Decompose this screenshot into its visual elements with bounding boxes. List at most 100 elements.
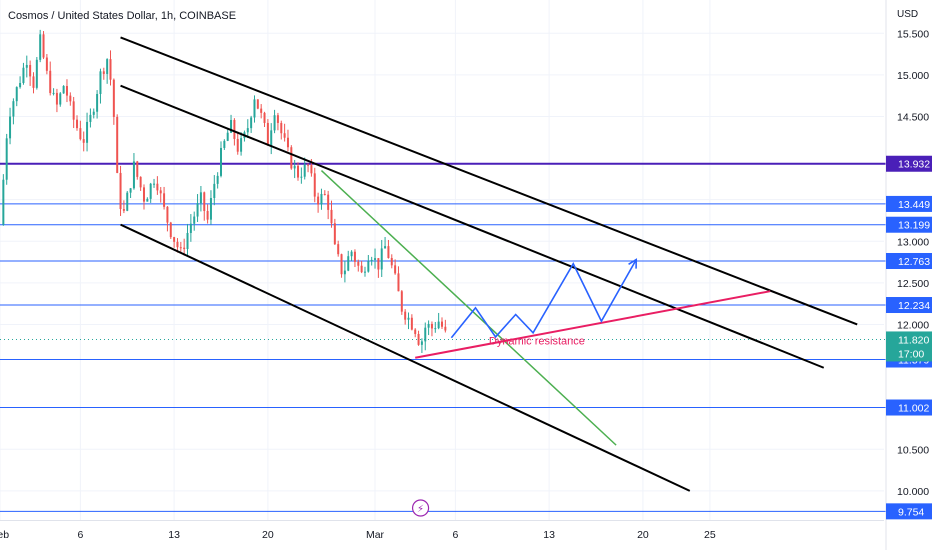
candle-body	[173, 237, 176, 242]
level-badge	[886, 216, 932, 233]
candle-body	[374, 258, 377, 260]
candle-body	[340, 254, 343, 275]
level-badge	[886, 297, 932, 314]
candle-body	[25, 64, 28, 68]
candle-body	[76, 119, 79, 129]
candle-body	[129, 188, 132, 193]
dynamic-resistance-line	[415, 290, 771, 359]
candle-body	[387, 246, 390, 258]
candle-body	[29, 64, 32, 77]
candle-body	[343, 270, 346, 275]
candle-body	[420, 341, 423, 345]
x-tick-label: 25	[704, 529, 716, 541]
candle-body	[169, 222, 172, 238]
candle-body	[49, 70, 52, 94]
candle-body	[273, 115, 276, 131]
current-price-badge	[886, 331, 932, 362]
candle-body	[337, 244, 340, 255]
candle-body	[430, 323, 433, 329]
candle-body	[357, 261, 360, 266]
candle-body	[240, 138, 243, 152]
candle-body	[417, 333, 420, 345]
candle-body	[96, 94, 99, 112]
candle-body	[92, 111, 95, 115]
candle-body	[363, 271, 366, 273]
chart-title: Cosmos / United States Dollar, 1h, COINB…	[8, 10, 237, 22]
candle-body	[347, 256, 350, 271]
candle-body	[159, 190, 162, 194]
candle-body	[116, 116, 119, 173]
x-tick-label: 13	[543, 529, 555, 541]
candle-body	[236, 138, 239, 152]
candle-body	[327, 194, 330, 210]
y-tick-label: 10.000	[897, 486, 929, 498]
channel-line	[120, 36, 858, 326]
level-badge	[886, 155, 932, 172]
candles	[2, 29, 447, 353]
candle-body	[106, 59, 109, 74]
candle-body	[260, 108, 263, 113]
drawings: Dynamic resistancetarget1	[120, 36, 932, 492]
level-badge-label: 13.199	[898, 220, 930, 232]
candle-body	[216, 175, 219, 184]
candle-body	[89, 114, 92, 122]
y-tick-label: 10.500	[897, 444, 929, 456]
candle-body	[437, 321, 440, 329]
candle-body	[39, 34, 42, 60]
candle-body	[226, 132, 229, 141]
candle-body	[139, 176, 142, 188]
candle-body	[286, 137, 289, 148]
candle-body	[377, 258, 380, 270]
level-badge	[886, 399, 932, 416]
level-badge-label: 9.754	[898, 506, 924, 518]
candle-body	[86, 121, 89, 143]
candle-body	[142, 187, 145, 202]
candle-body	[353, 251, 356, 262]
candle-body	[79, 128, 82, 140]
candle-body	[400, 291, 403, 312]
candle-body	[276, 115, 279, 123]
candle-body	[303, 164, 306, 177]
x-tick-label: Feb	[0, 529, 9, 541]
candle-body	[256, 99, 259, 109]
candle-body	[35, 59, 38, 88]
candle-body	[5, 138, 8, 180]
candle-body	[250, 117, 253, 129]
candle-body	[404, 311, 407, 320]
y-tick-label: 15.000	[897, 70, 929, 82]
candle-body	[59, 93, 62, 105]
channel-line	[120, 84, 825, 369]
current-price-label: 11.820	[898, 334, 929, 346]
candle-body	[367, 261, 370, 272]
candle-body	[434, 328, 437, 330]
candle-body	[213, 183, 216, 199]
level-badge	[886, 503, 932, 520]
candle-body	[12, 101, 15, 117]
candle-body	[15, 87, 18, 102]
candle-body	[9, 116, 12, 139]
candle-body	[52, 92, 55, 94]
candle-body	[199, 192, 202, 204]
projection-arrowhead	[628, 258, 638, 269]
candle-body	[270, 130, 273, 146]
y-tick-label: 15.500	[897, 28, 929, 40]
level-badge-label: 13.932	[898, 159, 930, 171]
candle-body	[193, 216, 196, 224]
candle-body	[320, 193, 323, 205]
candle-body	[407, 317, 410, 320]
annotation-label: Dynamic resistance	[489, 335, 585, 347]
level-badge	[886, 252, 932, 269]
candle-body	[424, 327, 427, 342]
candle-body	[112, 79, 115, 117]
candle-body	[69, 95, 72, 102]
candle-body	[360, 265, 363, 273]
candle-body	[330, 209, 333, 224]
candle-body	[380, 248, 383, 270]
candle-body	[233, 119, 236, 139]
candle-body	[223, 140, 226, 148]
candle-body	[82, 139, 85, 143]
level-badge-label: 12.234	[898, 300, 930, 312]
candle-body	[32, 76, 35, 88]
